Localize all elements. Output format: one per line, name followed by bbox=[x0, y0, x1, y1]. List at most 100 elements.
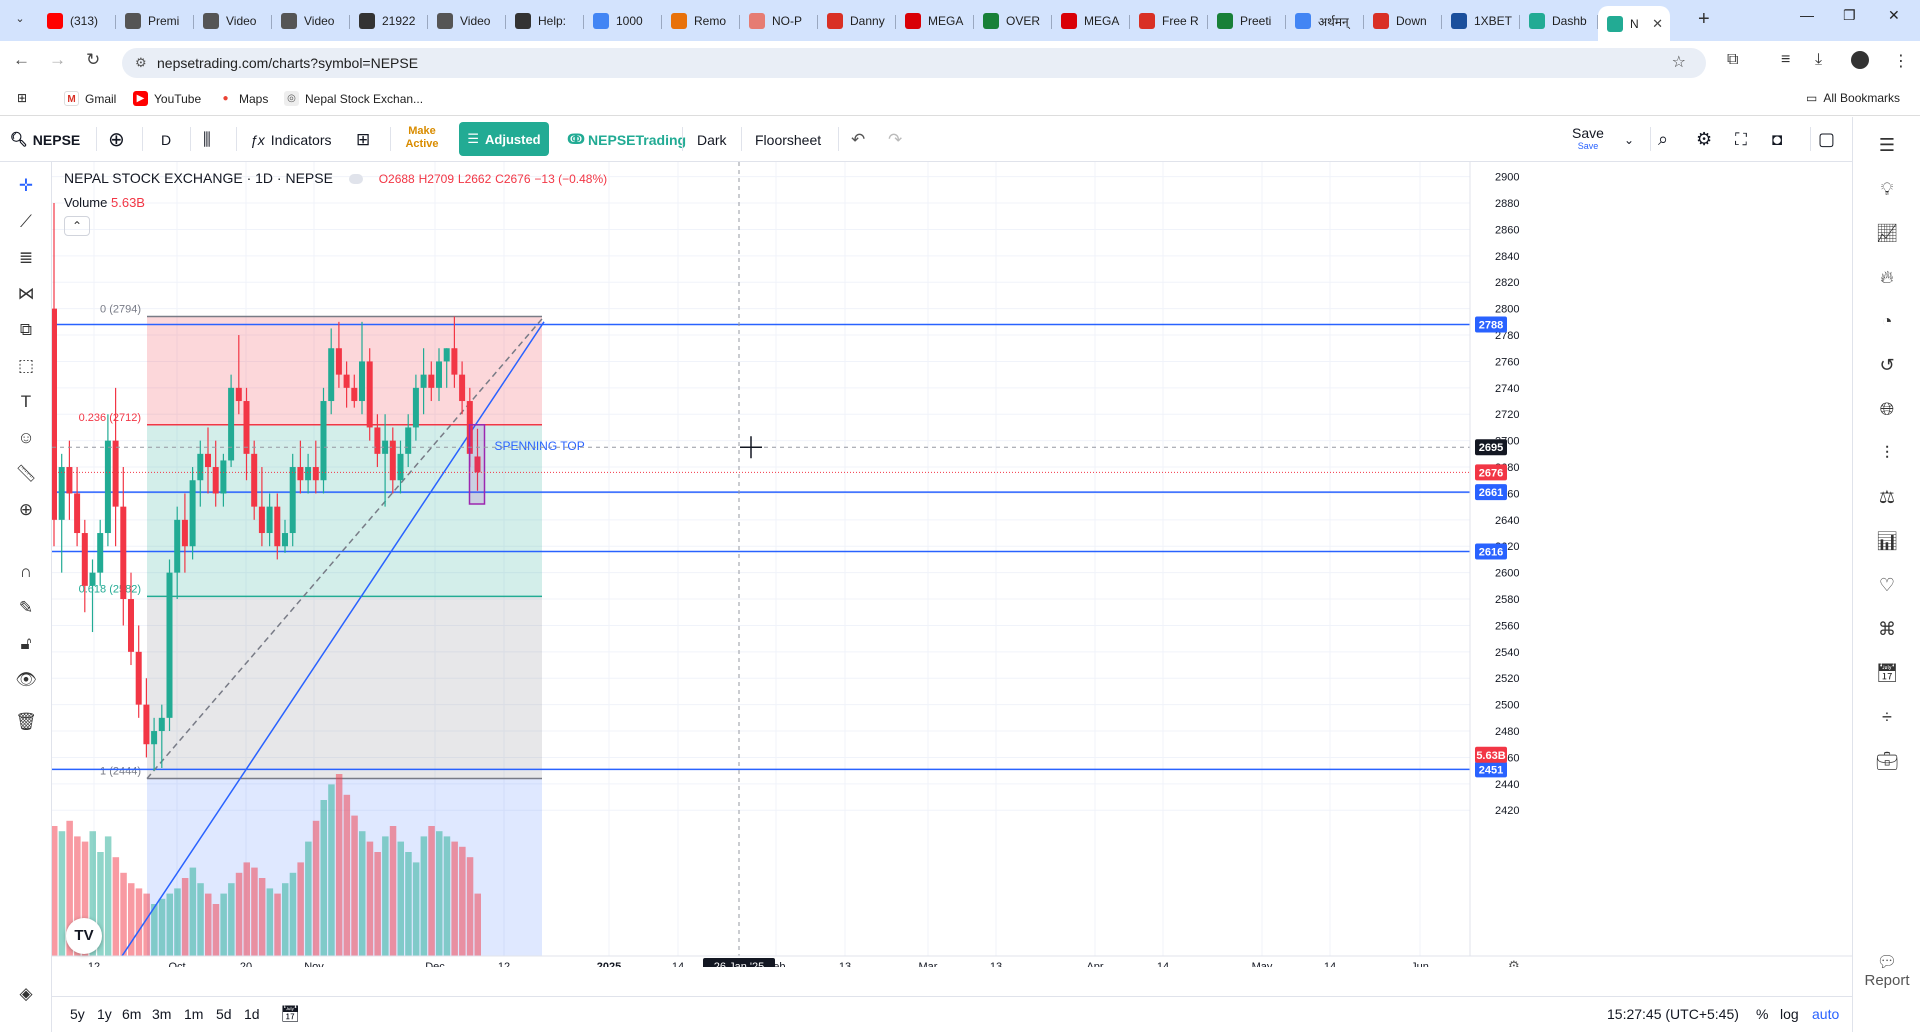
adjusted-button[interactable]: ☰ Adjusted bbox=[459, 122, 549, 156]
tradingview-logo[interactable]: TV bbox=[66, 918, 102, 954]
tab-search-icon[interactable]: ⌄ bbox=[15, 13, 25, 25]
browser-tab[interactable]: MEGA bbox=[1052, 6, 1130, 36]
dark-mode-button[interactable]: Dark bbox=[697, 131, 727, 148]
shapes-icon[interactable]: ⬚ bbox=[17, 356, 35, 375]
draw-mode-icon[interactable]: ✎ bbox=[18, 598, 34, 617]
browser-tab[interactable]: Video bbox=[428, 6, 506, 36]
history-icon[interactable]: ↺ bbox=[1879, 355, 1895, 375]
bookmark-nepse[interactable]: ◎ Nepal Stock Exchan... bbox=[284, 91, 423, 106]
bookmark-star-icon[interactable]: ☆ bbox=[1671, 54, 1686, 71]
symbol-search[interactable]: 🔍︎ NEPSE bbox=[10, 117, 80, 162]
range-1y[interactable]: 1y bbox=[97, 1006, 112, 1022]
reload-icon[interactable]: ↻ bbox=[86, 50, 101, 69]
compare-plus-icon[interactable]: ⊕ bbox=[108, 129, 125, 151]
browser-tab[interactable]: MEGA bbox=[896, 6, 974, 36]
site-info-icon[interactable]: ⚙ bbox=[135, 55, 147, 70]
calculator-icon[interactable]: ⌘ bbox=[1878, 619, 1896, 639]
ideas-bulb-icon[interactable]: 💡︎ bbox=[1880, 179, 1894, 199]
indicators-button[interactable]: ƒx Indicators bbox=[250, 117, 332, 162]
portfolio-icon[interactable]: 💼︎ bbox=[1875, 751, 1899, 771]
browser-tab[interactable]: Premi bbox=[116, 6, 194, 36]
range-3m[interactable]: 3m bbox=[152, 1006, 172, 1022]
download-icon[interactable]: ⤓ bbox=[1815, 51, 1823, 68]
close-window-icon[interactable]: ✕ bbox=[1888, 7, 1900, 23]
save-button[interactable]: Save Save bbox=[1572, 117, 1604, 162]
media-icon[interactable]: ≡ bbox=[1781, 51, 1791, 68]
browser-tab[interactable]: Dashb bbox=[1520, 6, 1598, 36]
browser-menu-icon[interactable]: ⋮ bbox=[1893, 53, 1909, 70]
browser-tab[interactable]: 1XBET bbox=[1442, 6, 1520, 36]
divide-icon[interactable]: ÷ bbox=[1882, 707, 1892, 727]
fullscreen-icon[interactable]: ⛶ bbox=[1735, 129, 1747, 149]
browser-tab[interactable]: Remo bbox=[662, 6, 740, 36]
layout-icon[interactable]: ▢ bbox=[1818, 129, 1836, 149]
range-5d[interactable]: 5d bbox=[216, 1006, 232, 1022]
heart-icon[interactable]: ♡ bbox=[1878, 575, 1896, 595]
extensions-icon[interactable]: ⧉ bbox=[1727, 51, 1739, 68]
eye-icon[interactable]: 👁︎ bbox=[15, 670, 37, 689]
url-field[interactable]: ⚙ nepsetrading.com/charts?symbol=NEPSE ☆ bbox=[122, 48, 1706, 78]
bookmark-youtube[interactable]: ▶ YouTube bbox=[133, 91, 201, 106]
profile-avatar[interactable] bbox=[1851, 51, 1869, 69]
object-tree-icon[interactable]: ◈ bbox=[19, 984, 33, 1003]
zoom-in-icon[interactable]: ⊕ bbox=[18, 500, 34, 519]
browser-tab[interactable]: Video bbox=[194, 6, 272, 36]
camera-icon[interactable]: ◘ bbox=[1772, 129, 1783, 149]
templates-icon[interactable]: ⊞ bbox=[356, 129, 371, 149]
range-1m[interactable]: 1m bbox=[184, 1006, 204, 1022]
watchlist-icon[interactable]: ☰ bbox=[1878, 135, 1896, 155]
all-bookmarks[interactable]: ▭ All Bookmarks bbox=[1806, 91, 1900, 105]
browser-tab[interactable]: 21922 bbox=[350, 6, 428, 36]
percent-toggle[interactable]: % bbox=[1756, 1006, 1769, 1022]
fib-tool-icon[interactable]: ≣ bbox=[18, 248, 34, 267]
crosshair-icon[interactable]: ✛ bbox=[18, 176, 34, 195]
brand-link[interactable]: ↂ NEPSETrading bbox=[567, 117, 686, 162]
pie-icon[interactable]: ◔ bbox=[1881, 311, 1893, 331]
bar-chart-icon[interactable]: 📊︎ bbox=[1875, 531, 1899, 551]
candles-icon[interactable]: ⫼ bbox=[203, 129, 211, 149]
collapse-legend-button[interactable]: ⌃ bbox=[64, 216, 90, 236]
bookmark-maps[interactable]: ● Maps bbox=[218, 91, 268, 106]
price-chart[interactable]: 0 (2794) 0.236 (2712) 0.618 (2582) 1 (2444)… bbox=[52, 162, 1852, 967]
redo-icon[interactable]: ↷ bbox=[888, 129, 903, 149]
hotlist-flame-icon[interactable]: 🔥︎ bbox=[1880, 267, 1894, 287]
close-tab-icon[interactable]: ✕ bbox=[1652, 15, 1663, 31]
calendar-icon[interactable]: 📅︎ bbox=[1875, 663, 1899, 683]
range-6m[interactable]: 6m bbox=[122, 1006, 142, 1022]
browser-tab[interactable]: Free R bbox=[1130, 6, 1208, 36]
restore-icon[interactable]: ❐ bbox=[1843, 7, 1856, 23]
broker-icon[interactable]: ⚖ bbox=[1878, 487, 1896, 507]
interval-button[interactable]: D bbox=[161, 131, 172, 148]
browser-tab[interactable]: N ✕ bbox=[1598, 6, 1670, 41]
text-tool-icon[interactable]: T bbox=[20, 392, 32, 411]
minimize-icon[interactable]: — bbox=[1800, 7, 1814, 23]
browser-tab[interactable]: 1000 bbox=[584, 6, 662, 36]
settings-gear-icon[interactable]: ⚙ bbox=[1696, 129, 1713, 149]
browser-tab[interactable]: OVER bbox=[974, 6, 1052, 36]
lock-icon[interactable]: 🔓︎ bbox=[20, 634, 32, 653]
browser-tab[interactable]: (313) bbox=[38, 6, 116, 36]
browser-tab[interactable]: Danny bbox=[818, 6, 896, 36]
floorsheet-button[interactable]: Floorsheet bbox=[755, 131, 822, 148]
line-chart-icon[interactable]: 📈︎ bbox=[1875, 223, 1899, 243]
save-chevron-icon[interactable]: ⌄ bbox=[1624, 132, 1635, 147]
range-1d[interactable]: 1d bbox=[244, 1006, 260, 1022]
stats-icon[interactable]: ⫶ bbox=[1884, 443, 1890, 463]
emoji-icon[interactable]: ☺ bbox=[17, 428, 35, 447]
ruler-icon[interactable]: 📏︎ bbox=[15, 464, 37, 483]
browser-tab[interactable]: Down bbox=[1364, 6, 1442, 36]
browser-tab[interactable]: Preeti bbox=[1208, 6, 1286, 36]
browser-tab[interactable]: अर्थमन् bbox=[1286, 6, 1364, 36]
goto-date-icon[interactable]: 📅︎ bbox=[280, 1006, 301, 1023]
globe-icon[interactable]: 🌐︎ bbox=[1879, 399, 1895, 419]
apps-icon[interactable]: ⊞ bbox=[17, 91, 28, 105]
new-tab-button[interactable]: + bbox=[1698, 8, 1710, 30]
log-toggle[interactable]: log bbox=[1780, 1006, 1799, 1022]
browser-tab[interactable]: NO-P bbox=[740, 6, 818, 36]
pattern-icon[interactable]: ⋈ bbox=[17, 284, 35, 303]
make-active-button[interactable]: Make Active bbox=[405, 125, 439, 150]
forward-icon[interactable]: → bbox=[49, 50, 66, 69]
forecast-icon[interactable]: ⧉ bbox=[19, 320, 33, 339]
report-button[interactable]: 💬︎ Report bbox=[1853, 952, 1920, 989]
back-icon[interactable]: ← bbox=[13, 50, 30, 69]
